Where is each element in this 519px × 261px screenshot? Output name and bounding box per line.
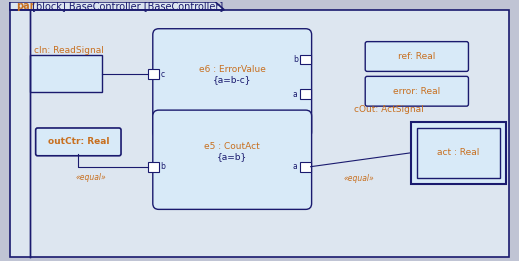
FancyBboxPatch shape: [299, 162, 310, 172]
FancyBboxPatch shape: [148, 69, 159, 79]
FancyBboxPatch shape: [417, 128, 500, 178]
Text: error: Real: error: Real: [393, 87, 441, 96]
FancyBboxPatch shape: [10, 10, 509, 257]
Text: {a=b}: {a=b}: [217, 152, 248, 161]
FancyBboxPatch shape: [36, 128, 121, 156]
Text: ref: Real: ref: Real: [398, 52, 435, 61]
FancyBboxPatch shape: [299, 89, 310, 99]
FancyBboxPatch shape: [153, 29, 311, 138]
Text: cOut: ActSignal: cOut: ActSignal: [354, 105, 424, 114]
FancyBboxPatch shape: [365, 41, 469, 72]
Text: {a=b-c}: {a=b-c}: [213, 75, 251, 84]
FancyBboxPatch shape: [299, 55, 310, 64]
Text: par: par: [16, 1, 34, 11]
Text: a: a: [293, 90, 298, 99]
Text: [block] BaseController [BaseController]: [block] BaseController [BaseController]: [29, 1, 223, 11]
FancyBboxPatch shape: [153, 110, 311, 209]
Text: b: b: [161, 162, 166, 171]
FancyBboxPatch shape: [30, 55, 102, 92]
FancyBboxPatch shape: [365, 76, 469, 106]
Text: cIn: ReadSignal: cIn: ReadSignal: [34, 45, 104, 55]
Text: act : Real: act : Real: [438, 148, 480, 157]
Text: «equal»: «equal»: [344, 174, 375, 183]
Text: outCtr: Real: outCtr: Real: [48, 137, 109, 146]
FancyBboxPatch shape: [148, 162, 159, 172]
Text: a: a: [293, 162, 298, 171]
Polygon shape: [10, 2, 224, 10]
Text: b: b: [293, 55, 298, 64]
Text: e5 : CoutAct: e5 : CoutAct: [204, 142, 260, 151]
Text: e6 : ErrorValue: e6 : ErrorValue: [199, 65, 266, 74]
FancyBboxPatch shape: [411, 122, 506, 183]
Text: c: c: [161, 70, 165, 79]
Text: «equal»: «equal»: [76, 173, 106, 182]
